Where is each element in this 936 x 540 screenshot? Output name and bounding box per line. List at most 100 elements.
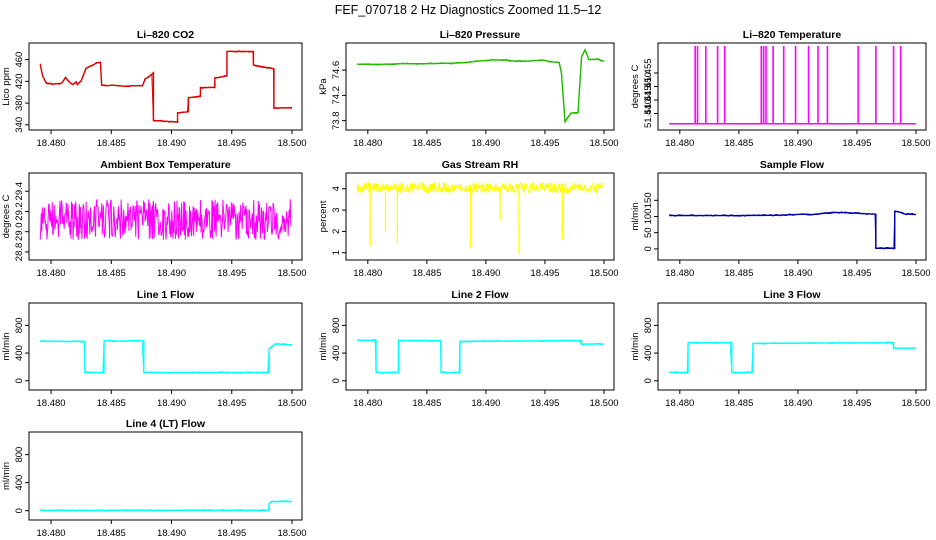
x-tick-label: 18.500 xyxy=(277,268,306,279)
panel-title: Ambient Box Temperature xyxy=(100,159,231,171)
plot-area xyxy=(357,339,604,374)
y-tick-label: 73.8 xyxy=(331,111,342,130)
panel-title: Line 3 Flow xyxy=(763,289,821,301)
plot-frame xyxy=(28,42,303,131)
plot-area xyxy=(39,500,292,512)
y-tick-label: 28.8 xyxy=(14,243,25,262)
y-axis-label: ml/min xyxy=(1,333,12,361)
plot-frame xyxy=(345,42,615,131)
x-tick-label: 18.495 xyxy=(217,138,246,149)
y-tick-label: 400 xyxy=(14,475,25,491)
plot-frame xyxy=(28,172,303,261)
x-tick-label: 18.495 xyxy=(842,268,871,279)
x-tick-label: 18.490 xyxy=(471,398,500,409)
series-line xyxy=(669,341,916,374)
panel-7: Line 1 Flow ml/min 18.480 18.485 18.490 18.49… xyxy=(1,289,307,409)
y-axis-label: degrees C xyxy=(1,194,12,238)
plot-area xyxy=(669,210,917,250)
x-tick-label: 18.500 xyxy=(589,268,618,279)
y-axis-label: Lico ppm xyxy=(1,67,12,106)
series-line xyxy=(669,210,917,249)
y-tick-label: 420 xyxy=(14,73,25,89)
x-tick-label: 18.485 xyxy=(412,398,441,409)
x-tick-label: 18.495 xyxy=(530,268,559,279)
x-tick-label: 18.480 xyxy=(37,268,66,279)
series-noise xyxy=(356,49,603,124)
panel-title: Gas Stream RH xyxy=(442,159,518,171)
panel-title: Sample Flow xyxy=(760,159,825,171)
panel-1: Li–820 CO2 Lico ppm 18.480 18.485 18.490 18.4… xyxy=(1,29,307,149)
series-noise xyxy=(356,181,604,195)
panel-8: Line 2 Flow ml/min 18.480 18.485 18.490 18.49… xyxy=(318,289,619,409)
x-tick-label: 18.495 xyxy=(842,398,871,409)
y-tick-label: 400 xyxy=(14,345,25,361)
x-tick-label: 18.500 xyxy=(277,138,306,149)
y-tick-label: 0 xyxy=(643,378,654,383)
x-tick-label: 18.485 xyxy=(724,268,753,279)
series-noise xyxy=(39,500,292,512)
plot-frame xyxy=(657,172,927,261)
y-axis-label: kPa xyxy=(318,78,329,95)
x-tick-label: 18.495 xyxy=(217,398,246,409)
x-tick-label: 18.495 xyxy=(217,528,246,539)
x-tick-label: 18.500 xyxy=(277,528,306,539)
plot-area xyxy=(40,339,293,374)
x-tick-label: 18.480 xyxy=(353,268,382,279)
plot-frame xyxy=(345,302,615,391)
series-noise xyxy=(39,50,292,124)
x-tick-label: 18.490 xyxy=(157,398,186,409)
x-tick-label: 18.495 xyxy=(530,398,559,409)
y-tick-label: 51.445 xyxy=(643,85,654,114)
x-tick-label: 18.480 xyxy=(37,528,66,539)
y-tick-label: 1 xyxy=(331,250,342,255)
y-tick-label: 380 xyxy=(14,95,25,111)
series-noise xyxy=(40,339,292,374)
x-tick-label: 18.490 xyxy=(157,528,186,539)
x-tick-label: 18.500 xyxy=(901,398,930,409)
y-tick-label: 800 xyxy=(14,447,25,463)
panel-title: Li–820 Pressure xyxy=(440,29,521,41)
plot-frame xyxy=(657,302,927,391)
y-tick-label: 100 xyxy=(643,209,654,225)
plot-area xyxy=(669,46,916,125)
y-axis-label: percent xyxy=(318,200,329,232)
y-tick-label: 29.4 xyxy=(14,182,25,201)
x-tick-label: 18.500 xyxy=(901,138,930,149)
series-noise xyxy=(669,210,915,250)
panel-3: Li–820 Temperature degrees C 18.480 18.485 1… xyxy=(630,29,931,149)
y-tick-label: 800 xyxy=(14,317,25,333)
panel-10: Line 4 (LT) Flow ml/min 18.480 18.485 18.490… xyxy=(1,418,307,539)
plot-area xyxy=(356,48,605,125)
x-tick-label: 18.485 xyxy=(724,398,753,409)
y-tick-label: 0 xyxy=(643,246,654,251)
panel-title: Line 4 (LT) Flow xyxy=(126,418,206,430)
panel-title: Li–820 CO2 xyxy=(137,29,194,41)
x-tick-label: 18.490 xyxy=(157,138,186,149)
y-axis-label: ml/min xyxy=(630,203,641,231)
y-axis-label: ml/min xyxy=(1,462,12,490)
y-tick-label: 51.450 xyxy=(643,72,654,101)
panel-5: Gas Stream RH percent 18.480 18.485 18.490 18… xyxy=(318,159,619,279)
panel-4: Ambient Box Temperature degrees C 18.480 18… xyxy=(1,159,307,279)
y-tick-label: 150 xyxy=(643,192,654,208)
x-tick-label: 18.480 xyxy=(353,138,382,149)
y-tick-label: 29.0 xyxy=(14,222,25,241)
series-line xyxy=(357,339,604,374)
plot-frame xyxy=(345,172,615,261)
y-tick-label: 400 xyxy=(643,345,654,361)
series-noise xyxy=(357,339,604,374)
x-tick-label: 18.490 xyxy=(471,268,500,279)
x-tick-label: 18.480 xyxy=(353,398,382,409)
y-axis-label: ml/min xyxy=(318,333,329,361)
x-tick-label: 18.490 xyxy=(783,398,812,409)
plot-area xyxy=(668,341,916,374)
y-tick-label: 74.6 xyxy=(331,61,342,80)
x-tick-label: 18.485 xyxy=(412,268,441,279)
x-tick-label: 18.480 xyxy=(37,138,66,149)
plot-area xyxy=(39,199,292,240)
y-tick-label: 3 xyxy=(331,207,342,212)
x-tick-label: 18.500 xyxy=(589,398,618,409)
series-line xyxy=(40,340,293,374)
x-tick-label: 18.480 xyxy=(665,268,694,279)
